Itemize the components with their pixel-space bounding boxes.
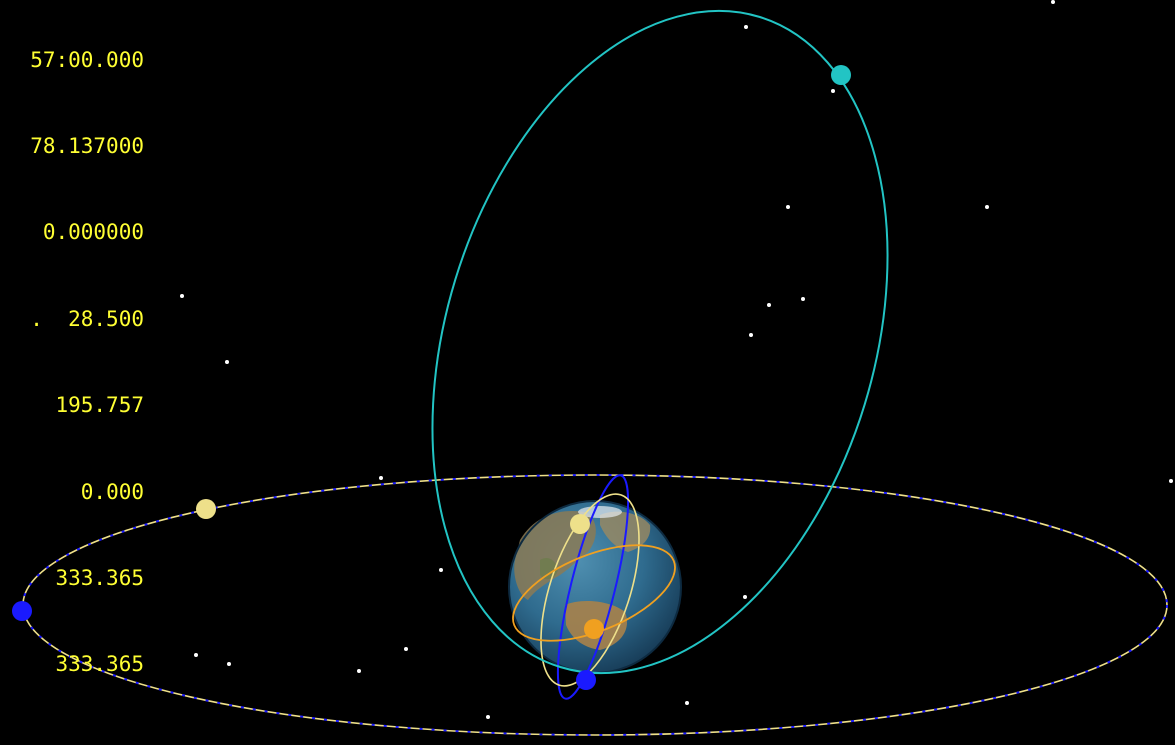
star <box>225 360 229 364</box>
satellite-marker-icon[interactable] <box>570 514 590 534</box>
satellite-marker-icon[interactable] <box>831 65 851 85</box>
polar-orbit <box>556 474 630 700</box>
star <box>194 653 198 657</box>
readout-line-2: 78.137000 <box>30 133 144 158</box>
highly-elliptical-orbit <box>431 9 889 675</box>
star <box>767 303 771 307</box>
star <box>1051 0 1055 4</box>
star <box>379 476 383 480</box>
readout-line-4: . 28.500 <box>30 306 144 331</box>
earth-globe-icon <box>508 500 682 674</box>
star <box>1169 479 1173 483</box>
readout-line-8: 333.365 <box>55 652 144 677</box>
star <box>786 205 790 209</box>
satellite-marker-icon[interactable] <box>196 499 216 519</box>
star <box>743 595 747 599</box>
star <box>439 568 443 572</box>
readout-line-5: 195.757 <box>55 393 144 418</box>
star <box>801 297 805 301</box>
star <box>227 662 231 666</box>
star <box>685 701 689 705</box>
star <box>985 205 989 209</box>
orbital-elements-readout: 57:00.000 78.137000 0.000000 . 28.500 19… <box>0 0 144 737</box>
readout-line-6: 0.000 <box>80 479 144 504</box>
star <box>357 669 361 673</box>
star <box>404 647 408 651</box>
inclined-orbit-orange <box>512 544 676 642</box>
star <box>749 333 753 337</box>
inclined-orbit-yellow <box>540 493 640 687</box>
star <box>744 25 748 29</box>
star <box>831 89 835 93</box>
readout-line-time: 57:00.000 <box>30 47 144 72</box>
satellite-marker-icon[interactable] <box>576 670 596 690</box>
star <box>180 294 184 298</box>
readout-line-3: 0.000000 <box>42 220 144 245</box>
satellite-marker-icon[interactable] <box>584 619 604 639</box>
star <box>486 715 490 719</box>
starfield <box>180 0 1173 719</box>
satellite-marker-icon[interactable] <box>12 601 32 621</box>
readout-line-7: 333.365 <box>55 565 144 590</box>
